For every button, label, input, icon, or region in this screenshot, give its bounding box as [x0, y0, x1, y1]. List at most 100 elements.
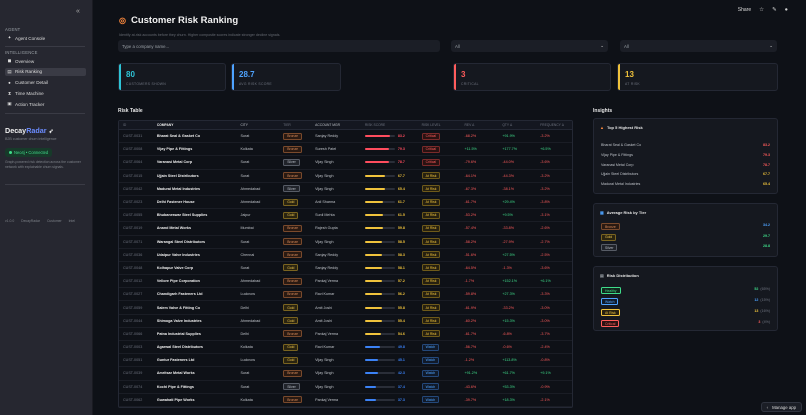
risk-score-cell: 49.8: [361, 345, 418, 349]
kpi-value: 80: [126, 70, 135, 79]
table-row[interactable]: CUST-0059 Salem Valve & Fitting Co Delhi Go…: [119, 301, 572, 315]
column-header[interactable]: TIER: [283, 123, 291, 127]
risk-score-fill: [364, 306, 382, 309]
column-header[interactable]: ID: [123, 123, 127, 127]
top-risk-item[interactable]: Vijay Pipe & Fittings 79.3: [601, 153, 770, 157]
github-icon[interactable]: ●: [784, 7, 788, 13]
table-row[interactable]: CUST-0012 Vellore Pipe Corporation Ahmedab…: [119, 275, 572, 289]
sidebar-item-overview[interactable]: ◼ Overview: [7, 58, 35, 64]
frequency-delta: -3.3%: [540, 292, 550, 297]
risk-score-value: 61.7: [397, 200, 405, 205]
collapse-sidebar-icon[interactable]: «: [76, 8, 80, 15]
top-toolbar: Share ☆ ✎ ●: [738, 7, 788, 13]
table-row[interactable]: CUST-0074 Kochi Pipe & Fittings Surat Silve…: [119, 381, 572, 394]
sidebar-item-risk-ranking[interactable]: ▤ Risk Ranking: [5, 67, 86, 76]
table-row[interactable]: CUST-0027 Chandigarh Fasteners Ltd Lucknow…: [119, 288, 572, 302]
risk-level-select[interactable]: All ⌄: [620, 40, 777, 52]
top-risk-item[interactable]: Varanasi Metal Corp 78.7: [601, 163, 770, 167]
table-row[interactable]: CUST-0042 Madurai Metal Industries Ahmedab…: [119, 183, 572, 196]
quantity-delta: +9.5%: [502, 213, 513, 218]
star-icon[interactable]: ☆: [759, 7, 765, 13]
table-row[interactable]: CUST-0003 Agarwal Steel Distributors Kolka…: [119, 341, 572, 355]
table-row[interactable]: CUST-0062 Guwahati Pipe Works Kolkata Bronz…: [119, 394, 572, 407]
edit-icon[interactable]: ✎: [772, 7, 777, 13]
tier-badge: Bronze: [283, 224, 303, 232]
table-row[interactable]: CUST-0044 Shimoga Valve Industries Ahmedab…: [119, 315, 572, 328]
risk-score-bar: [364, 385, 395, 388]
tier-cell: Bronze: [279, 396, 311, 404]
table-row[interactable]: CUST-0036 Udaipur Valve Industries Chennai…: [119, 249, 572, 262]
risk-score-bar: [364, 174, 395, 177]
tier-cell: Bronze: [279, 330, 311, 338]
quantity-delta: -44.0%: [502, 160, 515, 165]
column-header[interactable]: REV Δ: [464, 123, 475, 127]
revenue-delta: -43.6%: [464, 384, 477, 389]
top-risk-item[interactable]: Ujjain Steel Distributors 67.7: [601, 172, 770, 176]
sidebar-item-action-tracker[interactable]: ▣ Action Tracker: [7, 101, 45, 107]
customer-id: CUST-0012: [123, 279, 143, 284]
risk-score-cell: 56.2: [361, 292, 418, 296]
company-search-input[interactable]: Type a company name...: [118, 40, 440, 52]
risk-level-cell: At Risk: [418, 304, 461, 312]
column-header[interactable]: CITY: [240, 123, 248, 127]
tier-badge: Bronze: [283, 330, 303, 338]
column-header[interactable]: RISK LEVEL: [421, 123, 441, 127]
top-risk-item[interactable]: Bharat Seal & Gasket Co 83.2: [601, 143, 770, 147]
customer-id: CUST-0031: [123, 134, 143, 139]
risk-score-cell: 45.1: [361, 358, 418, 362]
risk-level-cell: At Risk: [418, 172, 461, 180]
risk-score-cell: 61.5: [361, 213, 418, 217]
quantity-delta: +29.4%: [502, 200, 515, 205]
risk-score-bar: [364, 214, 395, 217]
page-title: ◎ Customer Risk Ranking: [119, 15, 239, 26]
sidebar-item-agent-console[interactable]: ✦ Agent Console: [7, 35, 46, 41]
risk-score-value: 37.4: [397, 384, 405, 389]
company-name: Bhubaneswar Steel Supplies: [156, 213, 208, 218]
customer-id: CUST-0008: [123, 147, 143, 152]
table-row[interactable]: CUST-0015 Ujjain Steel Distributors Surat B…: [119, 170, 572, 183]
top-risk-item[interactable]: Madurai Metal Industries 65.4: [601, 182, 770, 186]
table-row[interactable]: CUST-0039 Amritsar Metal Works Surat Bronze…: [119, 367, 572, 381]
table-row[interactable]: CUST-0031 Bharat Seal & Gasket Co Surat Bro…: [119, 130, 572, 144]
tier-badge: Gold: [283, 356, 299, 364]
revenue-delta: -57.4%: [464, 226, 477, 231]
risk-level-badge: Critical: [421, 132, 441, 140]
city: Surat: [240, 173, 250, 178]
risk-score-bar: [364, 359, 395, 362]
manage-app-button[interactable]: ‹ Manage app: [760, 402, 802, 412]
tier-average-row: Silver 28.8: [601, 244, 770, 251]
clipboard-icon: ▣: [7, 101, 12, 107]
tier-badge: Gold: [283, 198, 299, 206]
sidebar-footer: v1.0.0 DecayRadar Customer Intel: [5, 219, 76, 223]
table-row[interactable]: CUST-0071 Warangal Steel Distributors Sura…: [119, 236, 572, 249]
account-manager: Amit Joshi: [315, 318, 333, 323]
kpi-accent-bar: [454, 64, 456, 90]
city: Delhi: [240, 305, 249, 310]
table-row[interactable]: CUST-0051 Guntur Fasteners Ltd Lucknow Gold…: [119, 354, 572, 368]
tier-cell: Gold: [279, 343, 311, 351]
table-row[interactable]: CUST-0064 Varanasi Metal Corp Surat Silver V…: [119, 156, 572, 170]
tier-select[interactable]: All ⌄: [451, 40, 608, 52]
column-header[interactable]: COMPANY: [156, 123, 174, 127]
risk-level-badge: At Risk: [421, 211, 441, 219]
table-row[interactable]: CUST-0055 Bhubaneswar Steel Supplies Jaipu…: [119, 209, 572, 223]
sidebar-item-time-machine[interactable]: ⧗ Time Machine: [7, 90, 44, 96]
sidebar-item-customer-detail[interactable]: ● Customer Detail: [8, 80, 48, 86]
column-header[interactable]: QTY Δ: [502, 123, 513, 127]
column-header[interactable]: ACCOUNT MGR: [315, 123, 340, 127]
city: Surat: [240, 371, 250, 376]
distribution-row: Watch 12 (15%): [601, 298, 770, 305]
top-risk-score: 79.3: [763, 152, 770, 157]
table-row[interactable]: CUST-0008 Vijay Pipe & Fittings Kolkata Bro…: [119, 143, 572, 157]
table-row[interactable]: CUST-0023 Delhi Fastener House Ahmedabad Go…: [119, 196, 572, 210]
table-row[interactable]: CUST-0048 Kolhapur Valve Corp Surat Gold San…: [119, 262, 572, 276]
account-manager: Vijay Singh: [315, 173, 334, 178]
column-header[interactable]: RISK SCORE: [364, 123, 386, 127]
risk-score-fill: [364, 135, 390, 138]
column-header[interactable]: FREQUENCY Δ: [540, 123, 564, 127]
customer-id: CUST-0019: [123, 226, 143, 231]
table-row[interactable]: CUST-0019 Anand Metal Works Mumbai Bronze Ra…: [119, 222, 572, 236]
table-row[interactable]: CUST-0066 Patna Industrial Supplies Delhi B…: [119, 328, 572, 341]
insights-title: Insights: [593, 108, 613, 114]
share-button[interactable]: Share: [737, 7, 752, 13]
